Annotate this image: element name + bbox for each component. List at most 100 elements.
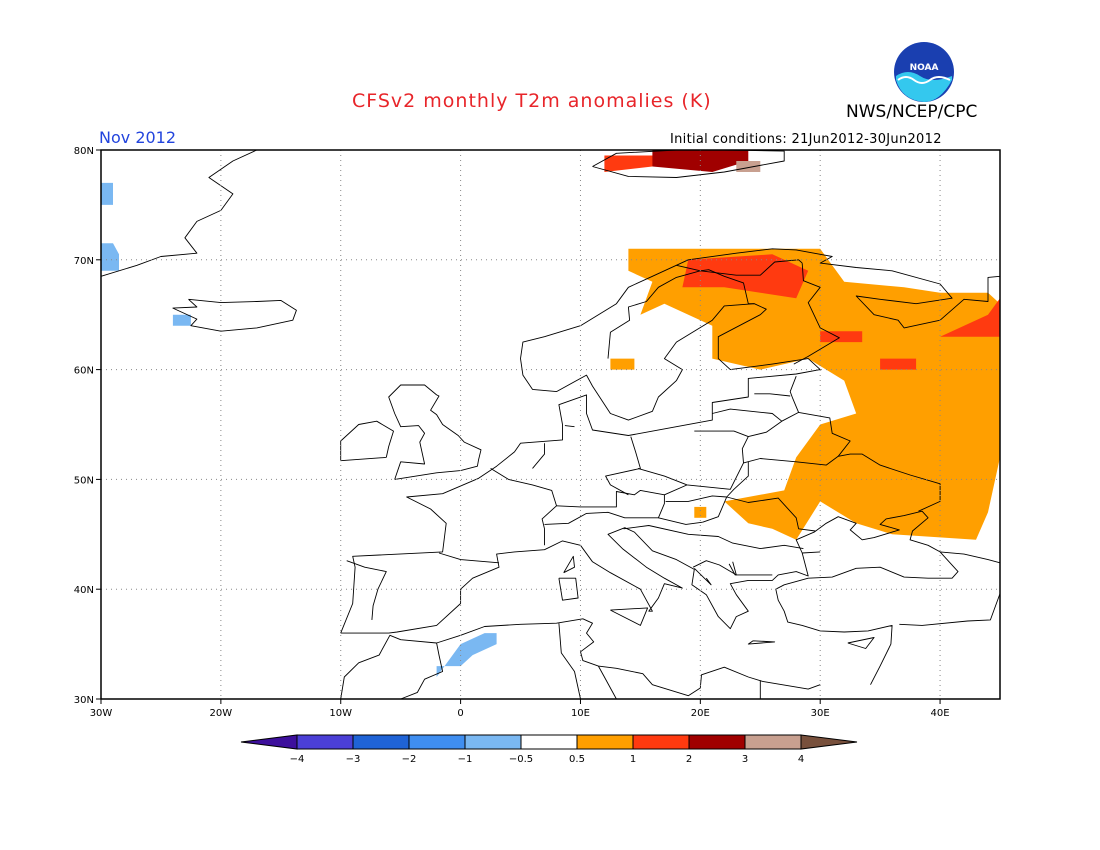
coastline bbox=[346, 560, 387, 620]
lat-tick-label: 80N bbox=[74, 146, 94, 157]
lon-tick-label: 10E bbox=[571, 708, 590, 719]
coastline bbox=[340, 510, 959, 685]
coastline bbox=[532, 443, 545, 469]
map-frame bbox=[100, 149, 1001, 700]
lat-tick-label: 70N bbox=[74, 256, 94, 267]
colorbar-label: −4 bbox=[290, 754, 305, 765]
agency-label: NWS/NCEP/CPC bbox=[846, 102, 978, 122]
map-title: CFSv2 monthly T2m anomalies (K) bbox=[352, 90, 712, 112]
coastline bbox=[558, 623, 581, 700]
anomaly-region bbox=[880, 358, 917, 370]
coastline bbox=[748, 376, 800, 438]
coastline bbox=[340, 248, 1001, 634]
coastline bbox=[388, 384, 482, 480]
coastline bbox=[940, 551, 1001, 564]
coastline bbox=[400, 642, 444, 700]
coastline bbox=[598, 665, 617, 700]
coastline bbox=[438, 552, 500, 564]
colorbar-label: 1 bbox=[630, 754, 636, 765]
coastline bbox=[693, 567, 712, 586]
coastline bbox=[558, 577, 579, 601]
anomaly-region bbox=[820, 331, 863, 343]
anomaly-region bbox=[610, 358, 635, 370]
anomaly-region bbox=[736, 161, 761, 172]
colorbar-label: 4 bbox=[798, 754, 804, 765]
lon-tick-label: 20E bbox=[691, 708, 710, 719]
coastline bbox=[899, 593, 1001, 626]
lon-tick-label: 30E bbox=[811, 708, 830, 719]
coastline bbox=[702, 496, 728, 523]
coastline bbox=[490, 468, 557, 546]
anomaly-region bbox=[101, 243, 119, 271]
coastline bbox=[623, 525, 804, 550]
coastline bbox=[712, 408, 783, 422]
coastline bbox=[728, 563, 773, 576]
colorbar-label: −2 bbox=[402, 754, 417, 765]
lat-tick-label: 40N bbox=[74, 585, 94, 596]
colorbar-label: −1 bbox=[458, 754, 473, 765]
anomaly-region bbox=[436, 633, 497, 677]
lon-tick-label: 30W bbox=[90, 708, 113, 719]
colorbar-swatch bbox=[464, 734, 522, 750]
coastline bbox=[592, 149, 785, 178]
coastline bbox=[563, 555, 575, 574]
initial-conditions: Initial conditions: 21Jun2012-30Jun2012 bbox=[670, 132, 942, 147]
lat-tick-label: 60N bbox=[74, 366, 94, 377]
coastline bbox=[544, 489, 665, 525]
colorbar-swatch bbox=[296, 734, 354, 750]
coastline bbox=[726, 496, 816, 532]
anomaly-region bbox=[682, 254, 809, 299]
anomaly-region bbox=[940, 298, 1000, 337]
coastline bbox=[692, 560, 737, 576]
colorbar-swatch bbox=[352, 734, 410, 750]
coastline bbox=[743, 453, 941, 512]
colorbar-swatch bbox=[744, 734, 802, 750]
anomaly-region bbox=[101, 182, 113, 205]
lon-tick-label: 20W bbox=[210, 708, 233, 719]
coastline bbox=[610, 607, 649, 626]
forecast-month: Nov 2012 bbox=[99, 128, 177, 147]
colorbar-swatch bbox=[576, 734, 634, 750]
coastline bbox=[658, 517, 703, 525]
colorbar-swatch bbox=[408, 734, 466, 750]
logo-text: NOAA bbox=[910, 63, 939, 73]
noaa-logo: NOAA bbox=[892, 40, 956, 104]
coastline bbox=[605, 436, 641, 496]
coastline bbox=[665, 495, 727, 502]
lat-tick-label: 50N bbox=[74, 475, 94, 486]
anomaly-regions bbox=[101, 150, 1000, 677]
colorbar-swatch bbox=[240, 734, 298, 750]
colorbar-swatch bbox=[520, 734, 578, 750]
coastline bbox=[802, 551, 821, 554]
coastline bbox=[798, 411, 851, 457]
lon-tick-label: 40E bbox=[931, 708, 950, 719]
coastline bbox=[754, 393, 791, 397]
lon-tick-label: 0 bbox=[457, 708, 463, 719]
coastline bbox=[100, 149, 257, 277]
coastline bbox=[340, 420, 394, 462]
coastline bbox=[172, 298, 297, 332]
colorbar-label: −0.5 bbox=[509, 754, 533, 765]
axis-ticks: 30W 20W 10W 0 10E 20E 30E 40E 30N 40N 50N 60N 70N 80N bbox=[74, 146, 950, 719]
colorbar: −4 −3 −2 −1 −0.5 0.5 1 2 3 4 bbox=[240, 734, 858, 765]
colorbar-swatch bbox=[688, 734, 746, 750]
anomaly-region bbox=[628, 248, 1000, 540]
colorbar-label: 0.5 bbox=[569, 754, 585, 765]
colorbar-label: −3 bbox=[346, 754, 361, 765]
coastline bbox=[637, 430, 749, 490]
coastline bbox=[607, 269, 755, 359]
coastline bbox=[564, 425, 575, 428]
lat-tick-label: 30N bbox=[74, 695, 94, 706]
anomaly-region bbox=[172, 314, 191, 326]
coastline bbox=[664, 484, 688, 496]
colorbar-label: 2 bbox=[686, 754, 692, 765]
colorbar-label: 3 bbox=[742, 754, 748, 765]
coastline bbox=[726, 461, 749, 498]
colorbar-swatch bbox=[800, 734, 858, 750]
colorbar-swatch bbox=[632, 734, 690, 750]
coastline bbox=[847, 637, 875, 649]
coastline bbox=[340, 618, 821, 700]
anomaly-region bbox=[694, 506, 707, 518]
lon-tick-label: 10W bbox=[329, 708, 352, 719]
